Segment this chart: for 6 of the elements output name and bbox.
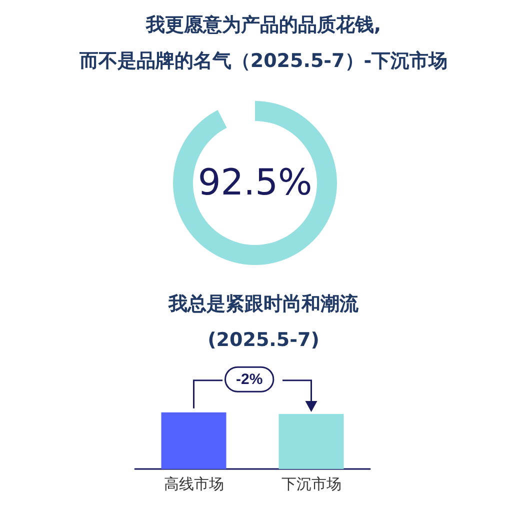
chart-title: 我总是紧跟时尚和潮流 (2025.5-7) bbox=[168, 293, 360, 351]
data-label: 92.5% bbox=[198, 162, 312, 204]
chart-title: 我更愿意为产品的品质花钱, 而不是品牌的名气（2025.5-7）-下沉市场 bbox=[78, 14, 448, 72]
text: -2% bbox=[236, 370, 263, 388]
x-tick-label: 高线市场 bbox=[164, 476, 224, 493]
x-tick-label: 下沉市场 bbox=[281, 476, 342, 493]
